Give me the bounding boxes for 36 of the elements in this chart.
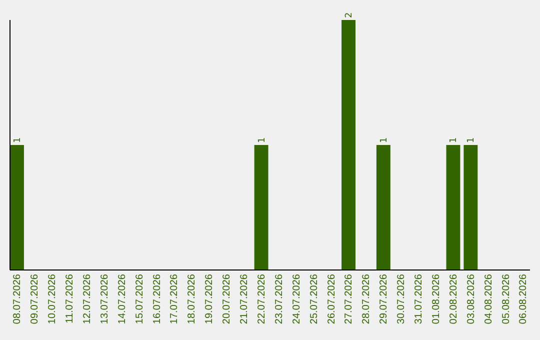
- data-label: 1: [379, 137, 390, 143]
- x-tick-label: 13.07.2026: [99, 274, 110, 324]
- x-tick-label: 10.07.2026: [47, 274, 58, 324]
- data-label: 1: [12, 137, 23, 143]
- data-label: 2: [344, 12, 355, 18]
- x-tick-label: 28.07.2026: [361, 274, 372, 324]
- x-tick-label: 21.07.2026: [239, 274, 250, 324]
- x-tick-label: 05.08.2026: [500, 274, 512, 324]
- x-tick-label: 15.07.2026: [134, 274, 146, 324]
- x-tick-label: 03.08.2026: [466, 274, 477, 324]
- x-tick-label: 04.08.2026: [483, 274, 494, 324]
- x-tick-label: 19.07.2026: [204, 274, 216, 324]
- x-tick-label: 11.07.2026: [64, 274, 76, 324]
- data-label: 1: [466, 137, 477, 143]
- x-tick-label: 01.08.2026: [430, 274, 442, 324]
- x-tick-label: 17.07.2026: [169, 274, 180, 324]
- x-tick-label: 16.07.2026: [152, 274, 163, 324]
- x-tick-label: 08.07.2026: [12, 274, 24, 324]
- x-tick-label: 27.07.2026: [344, 274, 355, 324]
- x-tick-label: 25.07.2026: [308, 274, 320, 324]
- x-tick-label: 12.07.2026: [82, 274, 93, 324]
- x-tick-label: 02.08.2026: [448, 274, 460, 324]
- data-label: 1: [257, 137, 268, 143]
- x-tick-label: 06.08.2026: [518, 274, 530, 324]
- x-tick-label: 23.07.2026: [274, 274, 285, 324]
- x-tick-label: 29.07.2026: [378, 274, 390, 324]
- data-label: 1: [449, 137, 460, 143]
- x-tick-label: 22.07.2026: [256, 274, 268, 324]
- x-tick-label: 18.07.2026: [186, 274, 198, 324]
- x-tick-label: 14.07.2026: [116, 274, 128, 324]
- x-tick-label: 24.07.2026: [291, 274, 302, 324]
- x-tick-label: 09.07.2026: [30, 274, 41, 324]
- x-tick-label: 20.07.2026: [222, 274, 233, 324]
- x-tick-label: 30.07.2026: [396, 274, 408, 324]
- x-tick-label: 26.07.2026: [326, 274, 338, 324]
- x-tick-label: 31.07.2026: [414, 274, 425, 324]
